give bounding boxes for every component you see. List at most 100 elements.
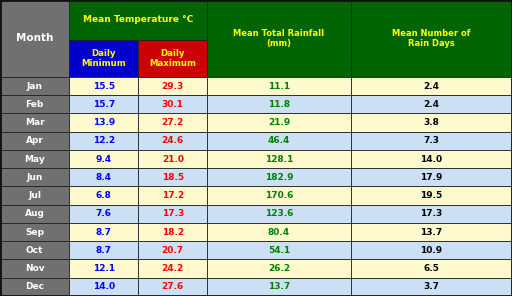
Text: 18.5: 18.5 — [162, 173, 184, 182]
Text: 46.4: 46.4 — [268, 136, 290, 145]
Bar — [351, 260, 512, 278]
Bar — [69, 241, 138, 260]
Bar — [351, 168, 512, 186]
Text: 17.9: 17.9 — [420, 173, 442, 182]
Text: 6.5: 6.5 — [423, 264, 439, 273]
Text: 17.3: 17.3 — [162, 209, 184, 218]
Bar — [138, 241, 207, 260]
Bar — [0, 278, 69, 296]
Text: 10.9: 10.9 — [420, 246, 442, 255]
Bar — [138, 223, 207, 241]
Text: Mean Number of
Rain Days: Mean Number of Rain Days — [392, 29, 471, 48]
Text: 7.6: 7.6 — [96, 209, 112, 218]
Text: 17.3: 17.3 — [420, 209, 442, 218]
Text: 54.1: 54.1 — [268, 246, 290, 255]
Text: 13.7: 13.7 — [268, 282, 290, 291]
Bar — [0, 95, 69, 113]
Text: 20.7: 20.7 — [162, 246, 184, 255]
Bar — [0, 223, 69, 241]
Text: 24.2: 24.2 — [162, 264, 184, 273]
Bar — [207, 186, 351, 205]
Bar — [0, 260, 69, 278]
Text: 19.5: 19.5 — [420, 191, 442, 200]
Bar — [351, 150, 512, 168]
Text: 29.3: 29.3 — [162, 82, 184, 91]
Text: Month: Month — [16, 33, 53, 44]
Text: 170.6: 170.6 — [265, 191, 293, 200]
Text: 14.0: 14.0 — [420, 155, 442, 164]
Text: 7.3: 7.3 — [423, 136, 439, 145]
Text: 128.1: 128.1 — [265, 155, 293, 164]
Bar — [0, 205, 69, 223]
Bar — [207, 260, 351, 278]
Text: 80.4: 80.4 — [268, 228, 290, 237]
Text: 6.8: 6.8 — [96, 191, 112, 200]
Text: 12.2: 12.2 — [93, 136, 115, 145]
Text: 21.0: 21.0 — [162, 155, 184, 164]
Text: 11.1: 11.1 — [268, 82, 290, 91]
Bar — [351, 132, 512, 150]
Bar — [351, 223, 512, 241]
Bar — [69, 186, 138, 205]
Bar — [138, 150, 207, 168]
Bar — [69, 260, 138, 278]
Bar — [0, 186, 69, 205]
Text: Daily
Maximum: Daily Maximum — [150, 49, 196, 68]
Text: 14.0: 14.0 — [93, 282, 115, 291]
Bar — [69, 278, 138, 296]
Bar — [207, 77, 351, 95]
Bar — [351, 241, 512, 260]
Text: Jan: Jan — [27, 82, 42, 91]
Text: Aug: Aug — [25, 209, 45, 218]
Bar — [0, 168, 69, 186]
Text: Apr: Apr — [26, 136, 44, 145]
Text: 18.2: 18.2 — [162, 228, 184, 237]
Text: 27.2: 27.2 — [162, 118, 184, 127]
Bar — [207, 0, 351, 77]
Text: 2.4: 2.4 — [423, 82, 439, 91]
Text: 3.7: 3.7 — [423, 282, 439, 291]
Bar — [69, 132, 138, 150]
Bar — [0, 113, 69, 132]
Bar — [0, 150, 69, 168]
Text: 24.6: 24.6 — [162, 136, 184, 145]
Text: Mean Temperature °C: Mean Temperature °C — [83, 15, 194, 25]
Bar — [207, 205, 351, 223]
Text: 15.7: 15.7 — [93, 100, 115, 109]
Text: Nov: Nov — [25, 264, 45, 273]
Bar — [351, 113, 512, 132]
Bar — [138, 40, 207, 77]
Bar — [207, 95, 351, 113]
Text: 27.6: 27.6 — [162, 282, 184, 291]
Text: 30.1: 30.1 — [162, 100, 184, 109]
Bar — [207, 223, 351, 241]
Bar — [69, 77, 138, 95]
Text: Mean Total Rainfall
(mm): Mean Total Rainfall (mm) — [233, 29, 325, 48]
Text: Jul: Jul — [28, 191, 41, 200]
Text: 26.2: 26.2 — [268, 264, 290, 273]
Text: 17.2: 17.2 — [162, 191, 184, 200]
Bar — [351, 0, 512, 77]
Text: 13.7: 13.7 — [420, 228, 442, 237]
Text: Mar: Mar — [25, 118, 45, 127]
Bar — [69, 150, 138, 168]
Text: 8.4: 8.4 — [96, 173, 112, 182]
Bar — [138, 278, 207, 296]
Bar — [351, 95, 512, 113]
Bar — [0, 241, 69, 260]
Bar — [69, 40, 138, 77]
Bar — [207, 241, 351, 260]
Bar — [138, 205, 207, 223]
Bar — [138, 113, 207, 132]
Text: 12.1: 12.1 — [93, 264, 115, 273]
Bar — [207, 113, 351, 132]
Text: Dec: Dec — [25, 282, 44, 291]
Bar — [138, 95, 207, 113]
Text: 11.8: 11.8 — [268, 100, 290, 109]
Text: 21.9: 21.9 — [268, 118, 290, 127]
Text: 8.7: 8.7 — [96, 228, 112, 237]
Bar — [207, 278, 351, 296]
Bar — [138, 168, 207, 186]
Bar — [69, 223, 138, 241]
Text: 9.4: 9.4 — [96, 155, 112, 164]
